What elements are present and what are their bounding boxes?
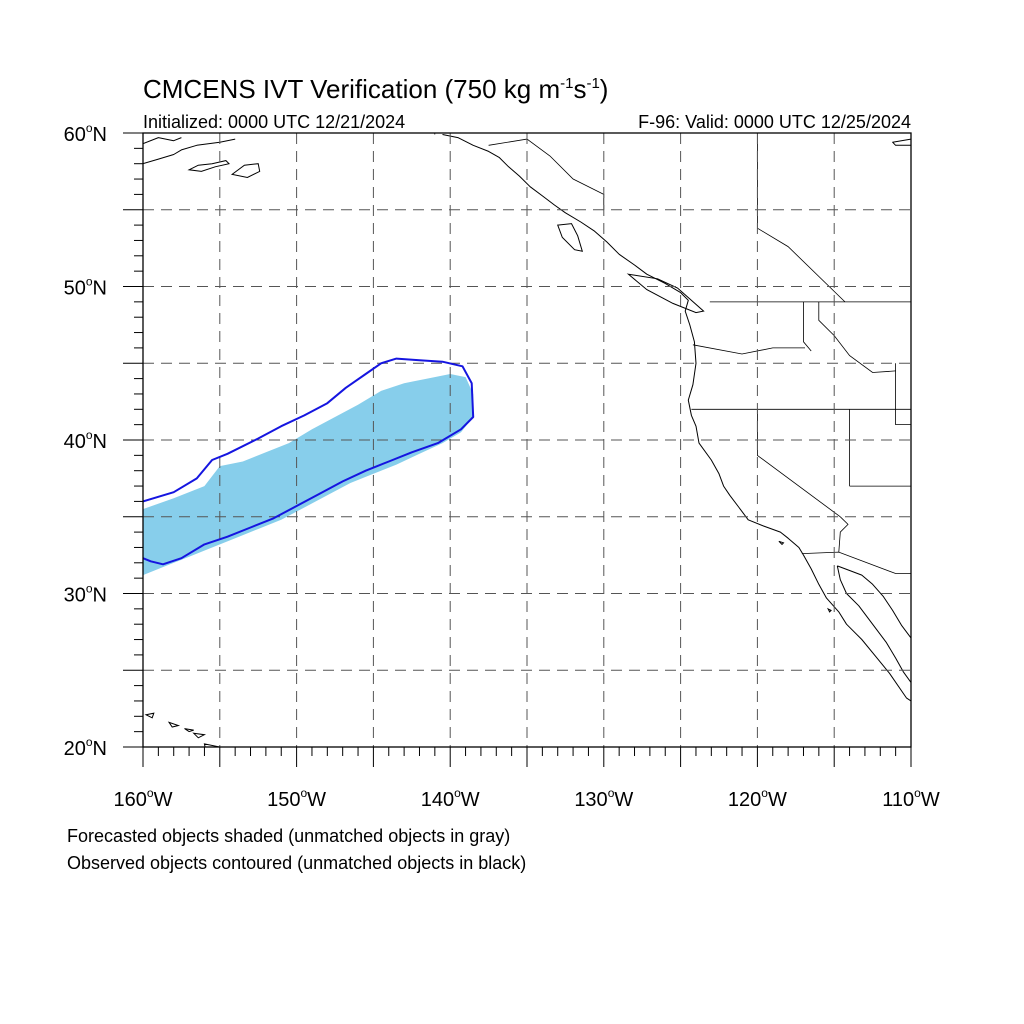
observed-contour-layer (143, 357, 475, 566)
lon-tick-label: 160oW (114, 786, 173, 811)
title-exponent-2: -1 (586, 75, 599, 92)
lat-tick-label: 30oN (64, 582, 107, 607)
axis-label-layer: 60oN 50oN 40oN 30oN 20oN 160oW 150oW 140oW 130oW… (64, 121, 940, 811)
tick-mark-layer (123, 132, 912, 767)
lat-tick-label: 20oN (64, 735, 107, 760)
island-outline (192, 732, 207, 739)
political-boundary (803, 301, 812, 352)
island-outline (203, 743, 221, 747)
title-close: ) (600, 74, 609, 104)
lat-tick-label: 40oN (64, 428, 107, 453)
observed-legend-note: Observed objects contoured (unmatched ob… (67, 853, 526, 873)
title-exponent-1: -1 (560, 75, 573, 92)
coastline-top-right-corner (892, 138, 911, 146)
island-outline (144, 712, 155, 719)
coastline-gulf-baja-inner (836, 565, 911, 683)
lon-tick-label: 120oW (728, 786, 787, 811)
lon-tick-label: 110oW (882, 786, 940, 811)
coastline-layer (143, 134, 911, 747)
island-outline (557, 223, 584, 252)
forecast-ivt-object (143, 374, 474, 576)
coastline-alaska-upper-left (143, 137, 182, 145)
lon-tick-label: 140oW (421, 786, 480, 811)
title-s: s (573, 74, 586, 104)
map-frame (142, 132, 912, 748)
gridline-layer (143, 133, 911, 747)
forecast-object-layer (143, 374, 474, 576)
political-boundary (818, 301, 896, 373)
coastline-mainland-mexico (837, 565, 911, 639)
chart-title: CMCENS IVT Verification (750 kg m-1s-1) (143, 74, 608, 104)
political-boundary-layer (434, 133, 911, 574)
lat-tick-label: 60oN (64, 121, 107, 146)
island-outline (778, 540, 785, 546)
island-outline (626, 273, 705, 314)
political-boundary (838, 516, 849, 553)
lon-tick-label: 130oW (574, 786, 633, 811)
plot-area (143, 133, 911, 747)
island-outline (184, 728, 194, 733)
political-boundary (692, 344, 805, 355)
political-boundary (757, 133, 846, 303)
island-outline (230, 163, 261, 179)
forecast-legend-note: Forecasted objects shaded (unmatched obj… (67, 826, 510, 846)
island-outline (167, 721, 181, 728)
coastline-alaska-north (143, 138, 236, 165)
valid-time-label: F-96: Valid: 0000 UTC 12/25/2024 (638, 112, 911, 132)
island-outline (187, 160, 230, 172)
lon-tick-label: 150oW (267, 786, 326, 811)
title-main: CMCENS IVT Verification (750 kg m (143, 74, 560, 104)
observed-ivt-contour (143, 357, 475, 566)
island-outline (826, 607, 832, 613)
political-boundary (895, 363, 911, 426)
initialized-label: Initialized: 0000 UTC 12/21/2024 (143, 112, 405, 132)
political-boundary (801, 551, 911, 574)
lat-tick-label: 50oN (64, 275, 107, 300)
coastline-west-coast (442, 134, 911, 702)
political-boundary (757, 409, 841, 518)
